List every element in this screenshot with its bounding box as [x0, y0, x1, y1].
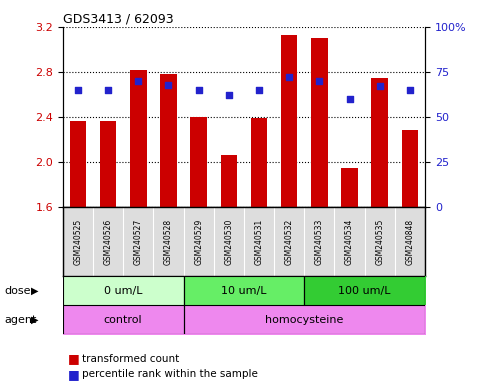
Text: 0 um/L: 0 um/L — [104, 286, 142, 296]
Text: GSM240533: GSM240533 — [315, 219, 324, 265]
Text: dose: dose — [5, 286, 31, 296]
Bar — [281, 35, 298, 207]
Text: GSM240525: GSM240525 — [73, 219, 83, 265]
Bar — [311, 38, 327, 207]
Text: control: control — [104, 314, 142, 325]
Bar — [371, 78, 388, 207]
Bar — [160, 74, 177, 207]
Text: GSM240534: GSM240534 — [345, 219, 354, 265]
Text: GSM240527: GSM240527 — [134, 219, 143, 265]
Point — [165, 81, 172, 88]
Point — [134, 78, 142, 84]
Point — [315, 78, 323, 84]
Text: 100 um/L: 100 um/L — [339, 286, 391, 296]
Bar — [100, 121, 116, 207]
Bar — [341, 168, 358, 207]
Point — [74, 87, 82, 93]
Text: ▶: ▶ — [31, 286, 39, 296]
Text: GSM240531: GSM240531 — [255, 219, 264, 265]
Bar — [70, 121, 86, 207]
Text: percentile rank within the sample: percentile rank within the sample — [82, 369, 258, 379]
Text: GDS3413 / 62093: GDS3413 / 62093 — [63, 13, 173, 26]
Bar — [130, 70, 146, 207]
Bar — [402, 129, 418, 207]
Text: GSM240535: GSM240535 — [375, 219, 384, 265]
Text: ■: ■ — [68, 353, 79, 366]
Text: GSM240529: GSM240529 — [194, 219, 203, 265]
Text: GSM240528: GSM240528 — [164, 219, 173, 265]
Point — [346, 96, 354, 102]
Point — [406, 87, 414, 93]
Point — [285, 74, 293, 81]
Text: GSM240848: GSM240848 — [405, 219, 414, 265]
Bar — [190, 117, 207, 207]
Text: agent: agent — [5, 314, 37, 325]
Text: ▶: ▶ — [31, 314, 39, 325]
Point — [376, 83, 384, 89]
Text: ■: ■ — [68, 368, 79, 381]
Point — [225, 93, 233, 99]
Bar — [251, 118, 267, 207]
Text: transformed count: transformed count — [82, 354, 179, 364]
Text: GSM240530: GSM240530 — [224, 219, 233, 265]
Text: homocysteine: homocysteine — [265, 314, 343, 325]
Text: GSM240532: GSM240532 — [284, 219, 294, 265]
Text: GSM240526: GSM240526 — [103, 219, 113, 265]
Point — [255, 87, 263, 93]
Bar — [221, 156, 237, 207]
Point — [195, 87, 202, 93]
Text: 10 um/L: 10 um/L — [221, 286, 267, 296]
Point — [104, 87, 112, 93]
